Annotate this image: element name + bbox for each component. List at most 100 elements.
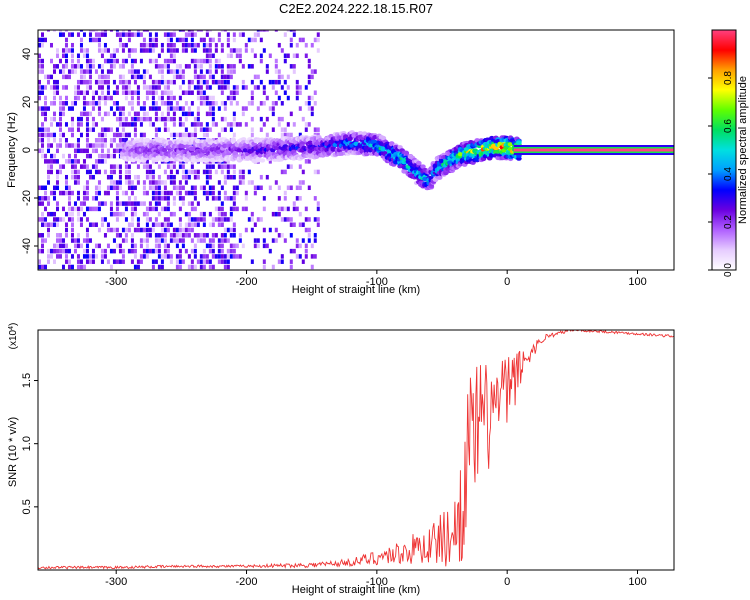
heatmap-cell — [253, 85, 257, 90]
heatmap-cell — [88, 206, 92, 212]
heatmap-cell — [271, 264, 275, 270]
heatmap-cell — [115, 30, 119, 32]
heatmap-cell — [154, 64, 158, 69]
heatmap-cell — [46, 227, 50, 233]
heatmap-cell — [163, 238, 167, 243]
heatmap-cell — [121, 190, 125, 196]
heatmap-cell — [190, 190, 194, 196]
heatmap-cell — [124, 169, 128, 175]
heatmap-cell — [253, 238, 257, 243]
heatmap-cell — [118, 248, 122, 254]
heatmap-cell — [178, 206, 182, 212]
heatmap-cell — [193, 196, 197, 201]
heatmap-cell — [76, 217, 80, 222]
heatmap-cell — [85, 185, 89, 191]
heatmap-cell — [166, 254, 170, 259]
heatmap-cell — [214, 233, 218, 238]
heatmap-cell — [313, 90, 317, 95]
ridge-point — [240, 137, 247, 142]
heatmap-cell — [181, 69, 185, 74]
heatmap-cell — [277, 122, 281, 127]
heatmap-cell — [157, 264, 161, 270]
heatmap-cell — [139, 243, 143, 249]
heatmap-cell — [202, 132, 206, 138]
heatmap-cell — [148, 122, 152, 127]
heatmap-cell — [133, 206, 137, 212]
heatmap-cell — [67, 159, 71, 164]
heatmap-cell — [109, 53, 113, 59]
heatmap-cell — [127, 196, 131, 201]
ridge-point — [388, 141, 395, 147]
heatmap-cell — [220, 116, 224, 122]
heatmap-cell — [82, 159, 86, 164]
heatmap-cell — [196, 74, 200, 80]
heatmap-cell — [157, 248, 161, 254]
heatmap-cell — [226, 95, 230, 101]
heatmap-cell — [73, 243, 77, 249]
heatmap-cell — [187, 85, 191, 90]
heatmap-cell — [211, 243, 215, 249]
heatmap-cell — [193, 48, 197, 53]
heatmap-cell — [166, 248, 170, 254]
heatmap-cell — [199, 37, 203, 43]
heatmap-cell — [127, 201, 131, 206]
heatmap-cell — [220, 101, 224, 106]
heatmap-cell — [148, 42, 152, 48]
heatmap-cell — [214, 101, 218, 106]
heatmap-cell — [136, 95, 140, 101]
heatmap-cell — [223, 196, 227, 201]
heatmap-cell — [295, 90, 299, 95]
heatmap-cell — [58, 143, 62, 148]
heatmap-cell — [97, 111, 101, 117]
heatmap-cell — [166, 190, 170, 196]
heatmap-cell — [142, 85, 146, 90]
heatmap-cell — [130, 106, 134, 111]
heatmap-cell — [163, 248, 167, 254]
heatmap-cell — [187, 32, 191, 37]
heatmap-cell — [130, 95, 134, 101]
heatmap-cell — [202, 248, 206, 254]
heatmap-cell — [187, 217, 191, 222]
heatmap-cell — [112, 111, 116, 117]
heatmap-cell — [115, 90, 119, 95]
heatmap-cell — [223, 174, 227, 180]
heatmap-cell — [85, 143, 89, 148]
heatmap-cell — [85, 132, 89, 138]
heatmap-cell — [217, 248, 221, 254]
heatmap-cell — [100, 143, 104, 148]
heatmap-cell — [223, 227, 227, 233]
heatmap-cell — [289, 164, 293, 169]
heatmap-cell — [163, 233, 167, 238]
heatmap-cell — [208, 243, 212, 249]
ridge-point — [474, 157, 481, 162]
heatmap-cell — [61, 85, 65, 90]
heatmap-cell — [259, 127, 263, 132]
y-tick-label: 0.5 — [21, 499, 33, 514]
heatmap-cell — [274, 30, 278, 32]
heatmap-cell — [172, 174, 176, 180]
heatmap-cell — [85, 148, 89, 154]
heatmap-cell — [160, 254, 164, 259]
heatmap-cell — [109, 206, 113, 212]
heatmap-cell — [142, 254, 146, 259]
heatmap-cell — [280, 254, 284, 259]
x-tick-label: 0 — [504, 276, 510, 288]
heatmap-cell — [154, 243, 158, 249]
heatmap-cell — [151, 42, 155, 48]
heatmap-cell — [88, 169, 92, 175]
heatmap-cell — [97, 42, 101, 48]
heatmap-cell — [145, 190, 149, 196]
heatmap-cell — [121, 58, 125, 64]
heatmap-cell — [58, 95, 62, 101]
heatmap-cell — [43, 111, 47, 117]
heatmap-cell — [154, 180, 158, 185]
heatmap-cell — [169, 101, 173, 106]
heatmap-cell — [208, 211, 212, 217]
heatmap-cell — [124, 180, 128, 185]
heatmap-cell — [61, 217, 65, 222]
heatmap-cell — [139, 116, 143, 122]
heatmap-cell — [226, 217, 230, 222]
heatmap-cell — [166, 222, 170, 227]
heatmap-cell — [190, 48, 194, 53]
heatmap-cell — [268, 185, 272, 191]
